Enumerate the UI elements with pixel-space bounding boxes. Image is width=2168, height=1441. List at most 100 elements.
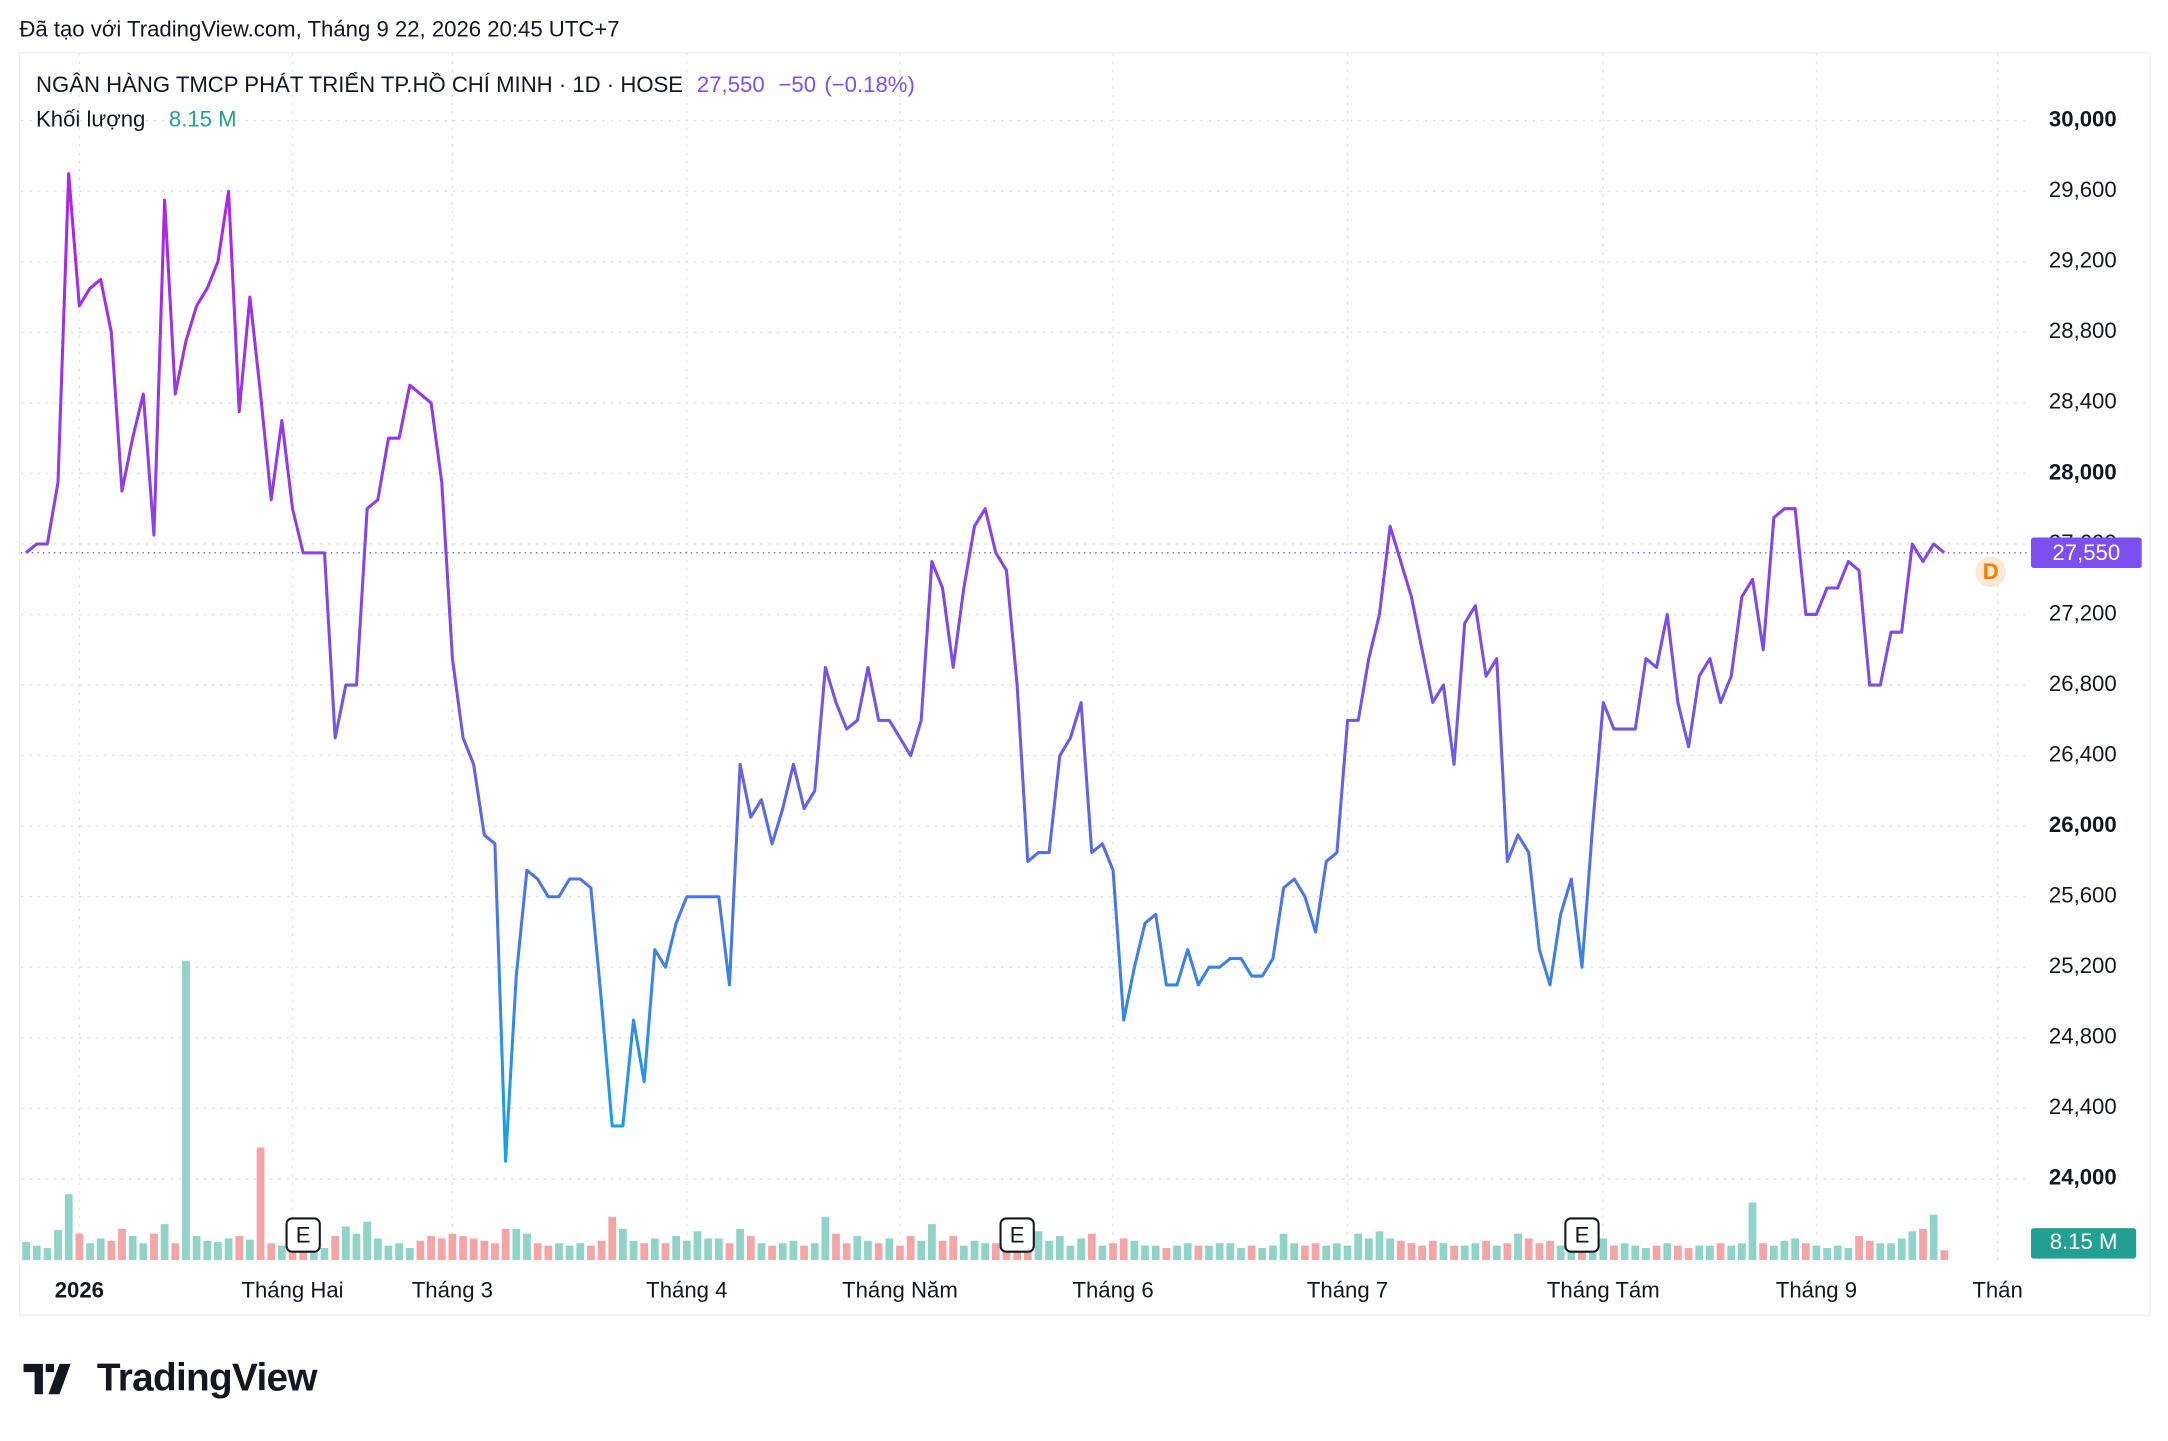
volume-bar — [43, 1248, 52, 1260]
volume-value: 8.15 M — [169, 106, 237, 131]
volume-bar — [1141, 1245, 1149, 1260]
volume-bar — [1269, 1245, 1277, 1260]
volume-bar — [1205, 1245, 1213, 1260]
volume-bar — [1620, 1243, 1629, 1260]
volume-bar — [1098, 1245, 1107, 1260]
volume-bar — [618, 1228, 627, 1260]
volume-bar — [1386, 1238, 1395, 1260]
volume-bar — [1684, 1248, 1693, 1260]
volume-bar — [778, 1243, 787, 1260]
earnings-marker — [999, 1217, 1035, 1253]
volume-bar — [597, 1240, 606, 1260]
volume-bar — [96, 1238, 105, 1260]
volume-bar — [171, 1243, 180, 1260]
volume-bar — [480, 1240, 489, 1260]
volume-bar — [75, 1233, 84, 1260]
x-tick-label: Tháng Năm — [842, 1278, 958, 1303]
volume-bar — [1055, 1236, 1064, 1260]
volume-bar — [789, 1240, 798, 1260]
volume-bar — [565, 1245, 574, 1260]
price-change-pct: (−0.18%) — [824, 72, 914, 97]
volume-bar — [1812, 1245, 1821, 1260]
volume-bar — [107, 1240, 116, 1260]
volume-bar — [533, 1243, 542, 1260]
volume-bar — [512, 1228, 521, 1260]
y-tick-label: 29,600 — [2049, 177, 2117, 202]
volume-bar — [1610, 1245, 1618, 1260]
volume-bar — [725, 1243, 734, 1260]
volume-bar — [629, 1240, 638, 1260]
volume-bar — [1791, 1238, 1799, 1260]
volume-tag: 8.15 M — [2050, 1229, 2118, 1254]
volume-bar — [1077, 1238, 1085, 1260]
volume-bar — [1737, 1243, 1746, 1260]
volume-bar — [1876, 1243, 1885, 1260]
volume-bar — [1503, 1243, 1512, 1260]
volume-bar — [555, 1243, 563, 1260]
volume-bar — [182, 960, 190, 1260]
volume-bar — [1396, 1240, 1405, 1260]
volume-bar — [1162, 1248, 1171, 1260]
volume-bar — [938, 1240, 947, 1260]
volume-bar — [459, 1236, 467, 1260]
volume-bar — [352, 1233, 361, 1260]
volume-bar — [1460, 1245, 1469, 1260]
y-tick-label: 28,000 — [2049, 459, 2117, 484]
volume-bar — [1748, 1202, 1757, 1260]
volume-bar — [1332, 1243, 1341, 1260]
volume-bar — [224, 1238, 233, 1260]
volume-bar — [1716, 1243, 1725, 1260]
volume-bar — [1599, 1238, 1608, 1260]
volume-bar — [640, 1243, 649, 1260]
volume-bar — [768, 1245, 776, 1260]
volume-bar — [1087, 1233, 1096, 1260]
earnings-marker — [285, 1217, 321, 1253]
earnings-label: E — [1575, 1222, 1590, 1247]
volume-bar — [267, 1243, 276, 1260]
x-tick-label: Tháng 7 — [1307, 1278, 1388, 1303]
y-tick-label: 29,200 — [2049, 248, 2117, 273]
brand: TradingView — [97, 1357, 318, 1400]
volume-bar — [1482, 1240, 1490, 1260]
volume-bar — [736, 1228, 744, 1260]
volume-bar — [1833, 1245, 1842, 1260]
volume-bar — [1897, 1238, 1906, 1260]
volume-bar — [1801, 1243, 1810, 1260]
volume-bar — [32, 1245, 41, 1260]
price-tag-bg — [2030, 537, 2142, 569]
volume-bar — [448, 1233, 457, 1260]
volume-bar — [1929, 1214, 1938, 1260]
volume-bar — [1642, 1248, 1650, 1260]
y-tick-label: 24,400 — [2049, 1094, 2117, 1119]
volume-bar — [128, 1236, 137, 1260]
volume-bar — [1322, 1245, 1331, 1260]
volume-bar — [523, 1233, 531, 1260]
volume-bar — [1823, 1248, 1831, 1260]
volume-bar — [203, 1240, 212, 1260]
price-change: −50 — [779, 72, 817, 97]
volume-bar — [874, 1243, 883, 1260]
y-tick-label: 28,400 — [2049, 389, 2117, 414]
volume-bar — [501, 1228, 510, 1260]
volume-bar — [1109, 1243, 1117, 1260]
volume-bar — [309, 1245, 318, 1260]
dividend-marker — [1975, 556, 2007, 588]
volume-bar — [800, 1245, 808, 1260]
volume-bar — [1780, 1240, 1789, 1260]
volume-bar — [1940, 1250, 1949, 1260]
volume-bar — [544, 1245, 553, 1260]
volume-bar — [331, 1236, 340, 1260]
chart-title: NGÂN HÀNG TMCP PHÁT TRIỂN TP.HỒ CHÍ MINH… — [36, 72, 683, 97]
volume-bar — [1226, 1243, 1235, 1260]
y-tick-label: 30,000 — [2049, 107, 2117, 132]
volume-bar — [1492, 1245, 1501, 1260]
volume-bar — [1215, 1243, 1224, 1260]
volume-bar — [682, 1240, 691, 1260]
volume-bar — [1119, 1238, 1128, 1260]
volume-bar — [1674, 1245, 1682, 1260]
volume-bar — [672, 1236, 681, 1260]
volume-bar — [1301, 1245, 1309, 1260]
volume-bar — [810, 1243, 819, 1260]
volume-bar — [991, 1243, 1000, 1260]
volume-bar — [896, 1245, 904, 1260]
